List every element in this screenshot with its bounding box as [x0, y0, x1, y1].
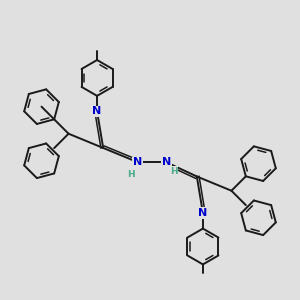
- Text: N: N: [198, 208, 208, 218]
- Text: H: H: [170, 167, 177, 176]
- Text: H: H: [127, 170, 134, 179]
- Text: N: N: [92, 106, 102, 116]
- Text: N: N: [133, 157, 142, 167]
- Text: N: N: [162, 157, 171, 167]
